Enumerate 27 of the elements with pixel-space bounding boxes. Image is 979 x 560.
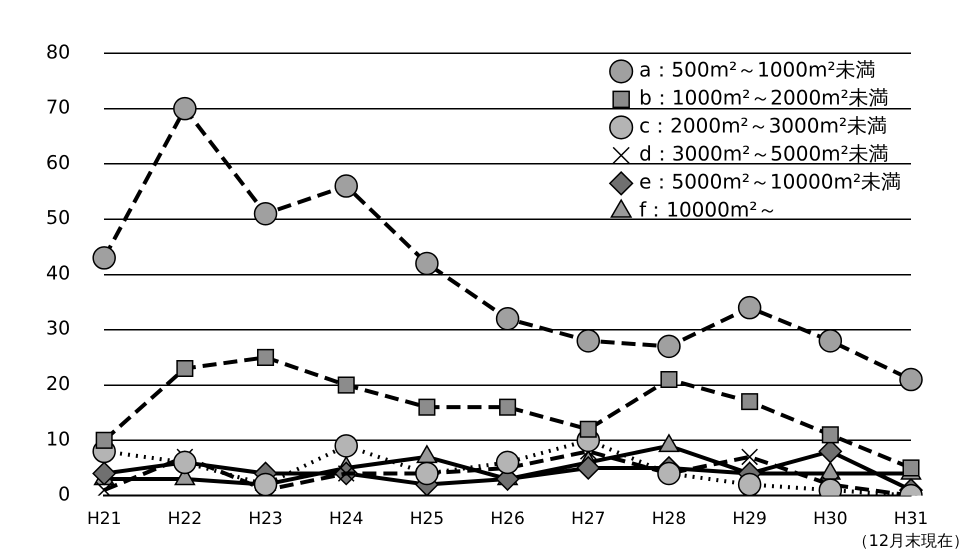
y-tick-label: 60 (46, 152, 70, 174)
y-tick-label: 10 (46, 428, 70, 450)
x-tick-label: H25 (410, 509, 444, 530)
y-tick-label: 70 (46, 96, 70, 119)
y-tick-label: 40 (46, 262, 70, 284)
y-tick-label: 50 (46, 207, 70, 230)
x-tick-label: H22 (168, 509, 202, 530)
y-tick-label: 30 (46, 318, 70, 340)
text: （12月末現在） (852, 531, 969, 550)
y-tick-label: 20 (46, 372, 70, 395)
x-tick-label: H21 (86, 509, 122, 530)
x-tick-label: H28 (652, 509, 686, 530)
legend-label: a：500m²～1000m²未満 (639, 58, 876, 82)
x-tick-label: H30 (813, 509, 848, 530)
legend-label: e：5000m²～10000m²未満 (639, 170, 901, 194)
legend-label: b：1000m²～2000m²未満 (639, 86, 889, 110)
x-tick-label: H29 (732, 509, 767, 530)
y-tick-label: 0 (58, 484, 70, 506)
x-tick-label: H23 (248, 509, 283, 530)
x-tick-label: H31 (894, 509, 928, 530)
legend-label: f：10000m²～ (639, 198, 778, 222)
x-tick-label: H24 (329, 509, 364, 530)
x-tick-label: H27 (571, 509, 606, 530)
legend-label: c：2000m²～3000m²未満 (639, 114, 887, 138)
y-tick-label: 80 (46, 41, 70, 64)
legend-label: d：3000m²～5000m²未満 (639, 142, 889, 166)
x-tick-label: H26 (490, 509, 525, 530)
